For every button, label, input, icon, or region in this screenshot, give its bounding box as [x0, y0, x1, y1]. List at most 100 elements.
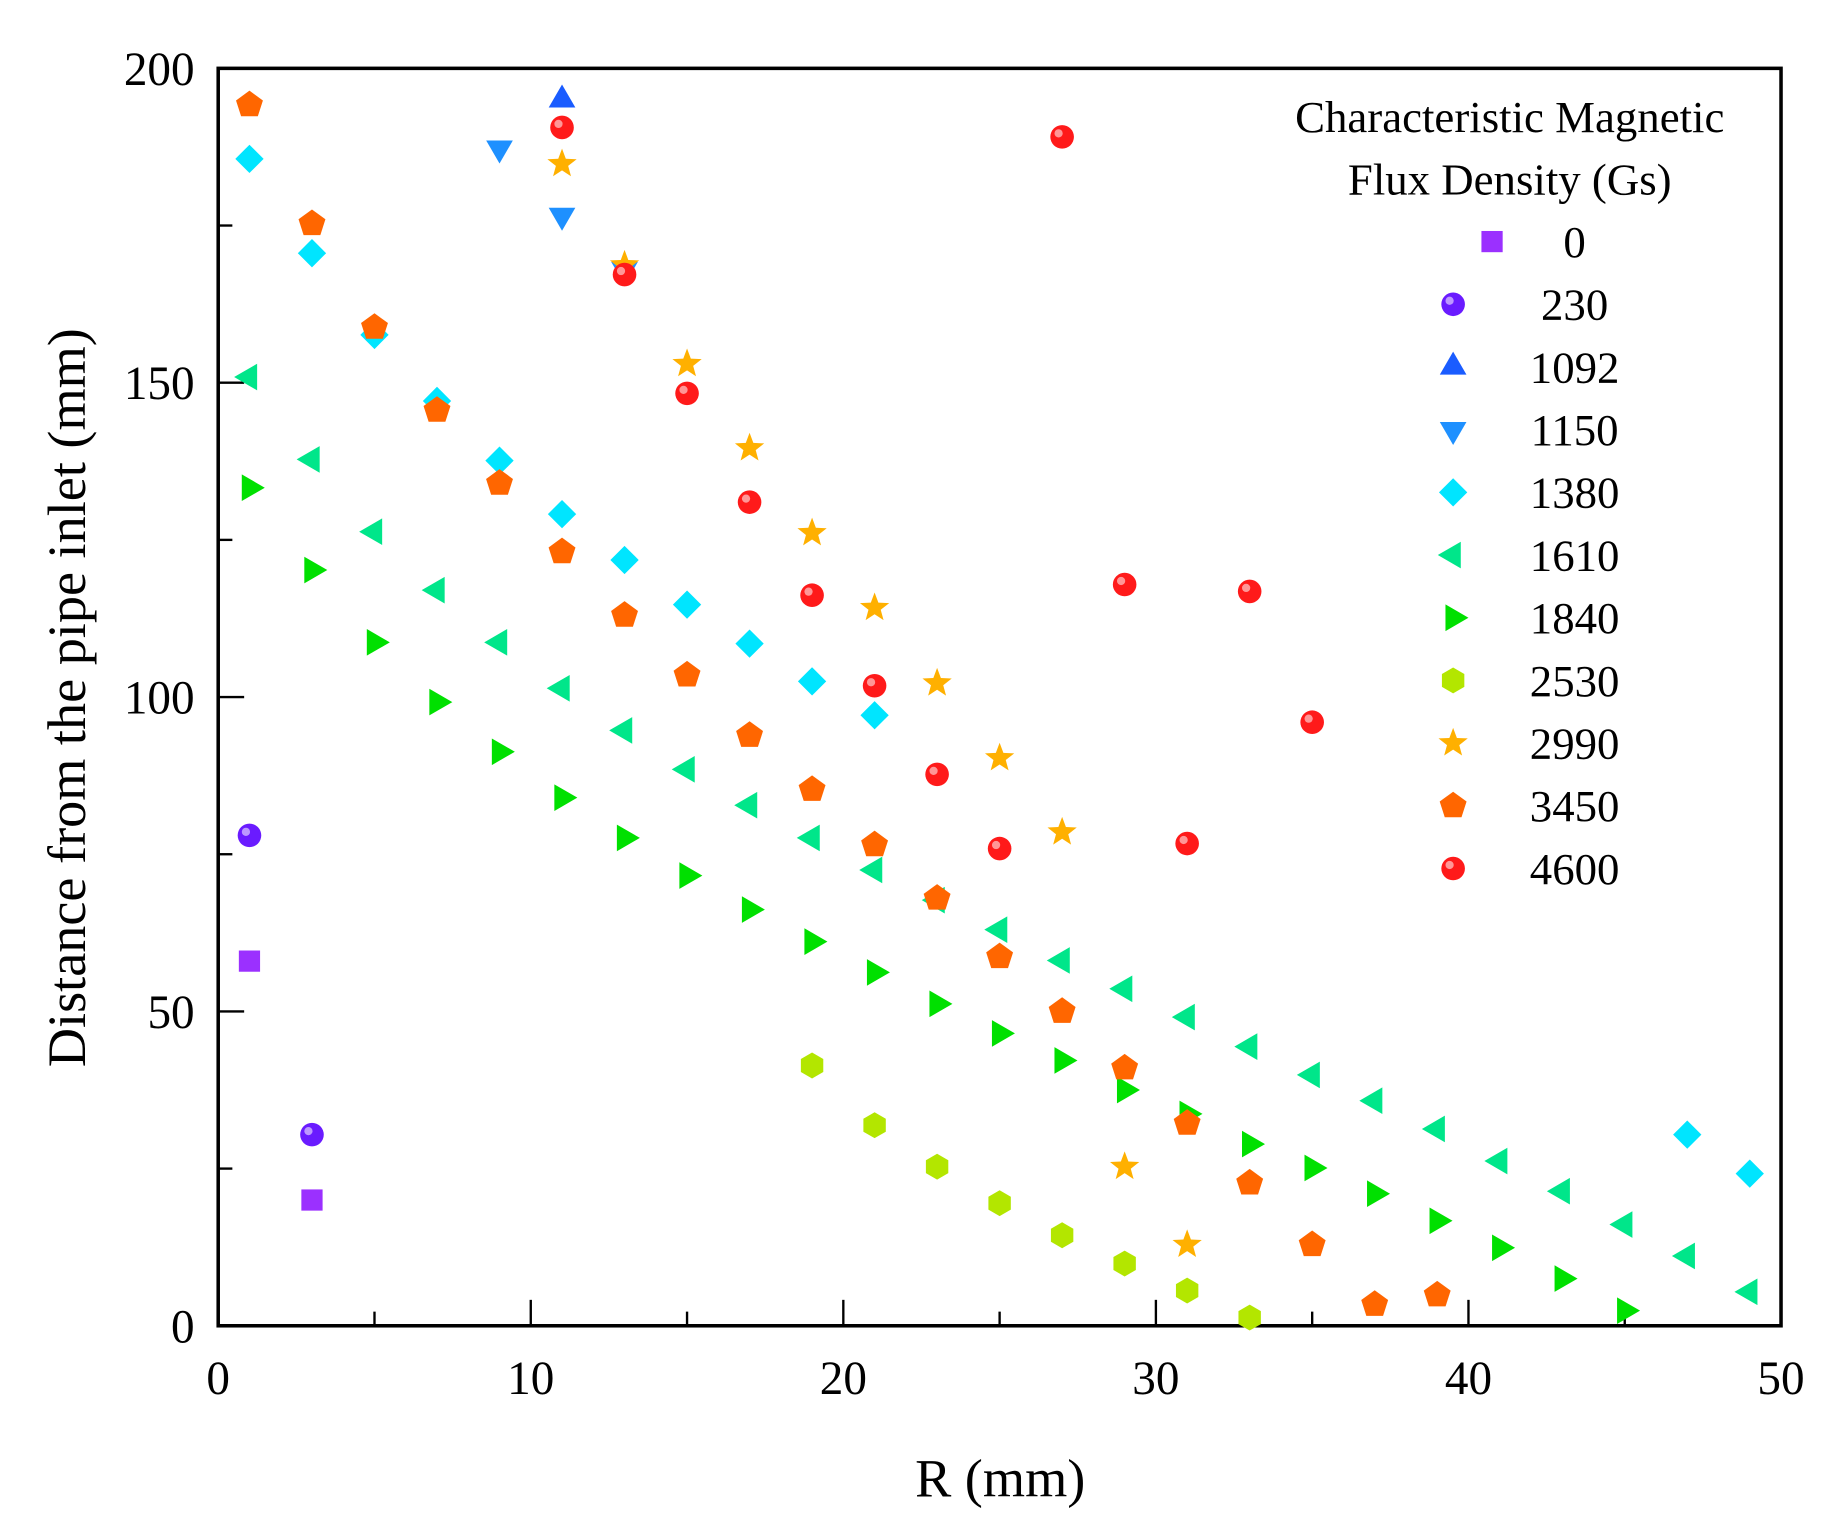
data-point-1380 — [1673, 1120, 1702, 1149]
data-point-3450 — [1111, 1053, 1139, 1080]
data-point-1840 — [804, 928, 828, 955]
legend-label: 1092 — [1530, 342, 1620, 392]
data-point-230 — [300, 1122, 324, 1147]
data-point-3450 — [923, 884, 951, 910]
y-tick-label: 0 — [171, 1301, 195, 1353]
x-tick-label: 50 — [1757, 1353, 1804, 1405]
legend-label: 1380 — [1530, 468, 1620, 518]
data-point-1840 — [1554, 1265, 1578, 1292]
data-point-2990 — [734, 432, 765, 461]
data-point-230 — [237, 823, 262, 848]
data-point-1380 — [1735, 1159, 1764, 1188]
data-point-4600 — [1175, 831, 1199, 856]
data-point-1380 — [672, 590, 702, 619]
data-point-3450 — [361, 313, 388, 339]
data-point-1610 — [1609, 1211, 1633, 1238]
legend-marker-2530 — [1441, 667, 1465, 694]
data-point-2530 — [1238, 1304, 1261, 1331]
data-point-1840 — [1429, 1207, 1453, 1235]
data-point-4600 — [800, 583, 824, 607]
x-axis-label: R (mm) — [915, 1449, 1085, 1509]
data-point-1610 — [546, 674, 570, 702]
data-point-1610 — [671, 756, 695, 783]
legend-label: 4600 — [1530, 844, 1620, 894]
data-point-1092 — [548, 84, 576, 108]
data-point-1610 — [1046, 947, 1070, 974]
data-point-4600 — [612, 262, 637, 287]
data-point-1610 — [1546, 1177, 1570, 1205]
legend-marker-1380 — [1438, 478, 1468, 507]
legend-marker-3450 — [1439, 791, 1467, 818]
data-point-2990 — [984, 742, 1015, 771]
series-1840 — [241, 474, 1641, 1324]
legend-label: 1610 — [1530, 530, 1620, 580]
data-point-3450 — [986, 942, 1014, 969]
legend-title-line2: Flux Density (Gs) — [1348, 154, 1672, 204]
y-tick-label: 150 — [124, 358, 195, 410]
legend-label: 1840 — [1530, 593, 1620, 643]
legend-label: 1150 — [1531, 405, 1619, 455]
x-tick-label: 10 — [507, 1353, 554, 1405]
legend-title-line1: Characteristic Magnetic — [1295, 92, 1724, 142]
data-point-1380 — [235, 144, 264, 174]
data-point-1840 — [1367, 1180, 1391, 1208]
data-point-4600 — [1300, 710, 1324, 734]
series-2530 — [800, 1052, 1261, 1331]
data-point-3450 — [673, 660, 701, 687]
data-point-1610 — [796, 824, 820, 852]
data-point-2990 — [797, 517, 827, 546]
data-point-2990 — [1047, 816, 1077, 845]
legend-label: 0 — [1563, 217, 1585, 267]
data-point-1610 — [984, 916, 1008, 943]
x-tick-label: 0 — [206, 1353, 230, 1405]
data-point-1840 — [241, 474, 265, 502]
legend-marker-1840 — [1445, 604, 1469, 632]
data-point-1840 — [491, 738, 515, 766]
data-point-1150 — [548, 207, 576, 231]
y-tick-label: 50 — [147, 987, 194, 1039]
data-point-4600 — [987, 836, 1012, 861]
data-point-4600 — [862, 673, 887, 698]
data-point-0 — [238, 950, 261, 972]
data-point-1840 — [679, 862, 703, 889]
data-point-1840 — [991, 1020, 1015, 1047]
data-point-4600 — [675, 381, 699, 406]
data-point-2990 — [1172, 1229, 1202, 1258]
data-point-2990 — [547, 148, 577, 177]
data-point-1610 — [609, 717, 633, 744]
legend-label: 2990 — [1530, 718, 1620, 768]
data-point-3450 — [1048, 997, 1076, 1023]
data-point-1380 — [297, 239, 327, 268]
series-2990 — [547, 148, 1202, 1258]
data-point-1380 — [735, 629, 764, 658]
legend-label: 3450 — [1530, 781, 1620, 831]
data-point-1610 — [1421, 1115, 1445, 1143]
data-point-3450 — [1236, 1168, 1264, 1195]
data-point-1610 — [421, 576, 445, 604]
series-0 — [238, 950, 323, 1211]
legend-marker-1610 — [1437, 541, 1461, 569]
data-point-1840 — [1116, 1076, 1140, 1104]
data-point-1610 — [1296, 1061, 1320, 1089]
data-point-1610 — [359, 518, 383, 546]
data-point-1610 — [296, 446, 320, 473]
data-point-1610 — [1171, 1003, 1195, 1031]
data-point-1610 — [1234, 1033, 1258, 1060]
data-point-1840 — [554, 784, 578, 811]
data-point-1380 — [485, 446, 514, 475]
data-point-1380 — [797, 667, 827, 696]
legend-marker-1150 — [1439, 422, 1467, 445]
data-point-1610 — [734, 791, 758, 819]
data-point-2990 — [672, 348, 702, 377]
legend-label: 2530 — [1530, 656, 1620, 706]
data-point-2530 — [1113, 1250, 1136, 1277]
data-point-3450 — [798, 775, 826, 801]
data-point-3450 — [423, 396, 451, 422]
y-axis-label: Distance from the pipe inlet (mm) — [37, 328, 97, 1067]
data-point-4600 — [1237, 579, 1262, 604]
y-tick-label: 100 — [124, 673, 195, 725]
data-point-1840 — [1617, 1297, 1641, 1324]
data-point-1610 — [234, 363, 258, 391]
data-point-4600 — [1112, 572, 1137, 597]
